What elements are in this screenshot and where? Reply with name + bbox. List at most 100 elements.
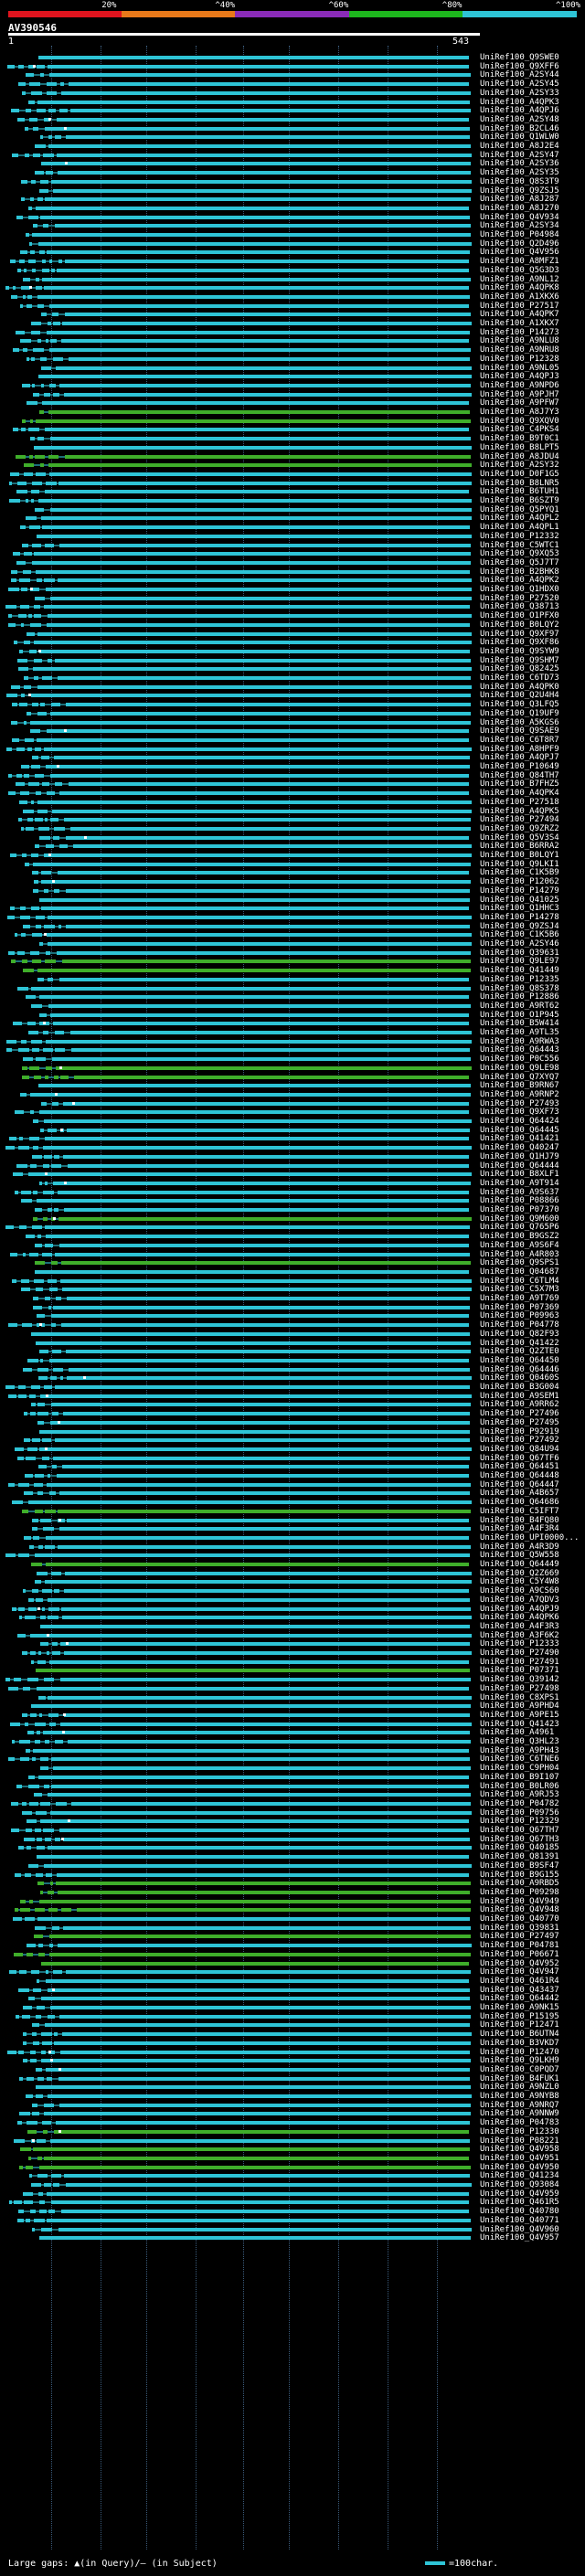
hit-row[interactable]: UniRef100_UPI0000... [0, 1533, 585, 1542]
hit-label[interactable]: UniRef100_Q04687 [480, 1267, 559, 1277]
hit-row[interactable]: UniRef100_B3VKD7 [0, 2039, 585, 2048]
hit-row[interactable]: UniRef100_Q40770 [0, 1914, 585, 1924]
hit-row[interactable]: UniRef100_P04781 [0, 1941, 585, 1950]
hit-label[interactable]: UniRef100_Q40247 [480, 1143, 559, 1153]
hit-label[interactable]: UniRef100_Q39142 [480, 1675, 559, 1685]
hit-row[interactable]: UniRef100_Q40780 [0, 2207, 585, 2216]
hit-row[interactable]: UniRef100_Q67TH7 [0, 1826, 585, 1835]
hit-row[interactable]: UniRef100_A2SY35 [0, 168, 585, 177]
hit-row[interactable]: UniRef100_P08866 [0, 1196, 585, 1205]
hit-row[interactable]: UniRef100_Q4V950 [0, 2163, 585, 2172]
hit-row[interactable]: UniRef100_Q9XQV0 [0, 417, 585, 426]
hit-label[interactable]: UniRef100_Q41421 [480, 1134, 559, 1144]
hit-row[interactable]: UniRef100_C6TNE6 [0, 1754, 585, 1764]
hit-label[interactable]: UniRef100_A9NK15 [480, 2003, 559, 2012]
hit-row[interactable]: UniRef100_Q461R5 [0, 2198, 585, 2207]
hit-row[interactable]: UniRef100_Q9XFF6 [0, 62, 585, 71]
hit-row[interactable]: UniRef100_P0C556 [0, 1055, 585, 1064]
hit-label[interactable]: UniRef100_A9RR62 [480, 1400, 559, 1410]
hit-row[interactable]: UniRef100_Q5W558 [0, 1551, 585, 1560]
hit-label[interactable]: UniRef100_P07371 [480, 1666, 559, 1676]
hit-row[interactable]: UniRef100_A2SY36 [0, 159, 585, 168]
hit-row[interactable]: UniRef100_B7FHZ5 [0, 779, 585, 789]
hit-label[interactable]: UniRef100_Q461R4 [480, 1976, 559, 1986]
hit-row[interactable]: UniRef100_P27497 [0, 1932, 585, 1941]
hit-row[interactable]: UniRef100_B8LPT5 [0, 443, 585, 452]
hit-row[interactable]: UniRef100_Q2ZTE0 [0, 1347, 585, 1356]
hit-row[interactable]: UniRef100_A4QPK7 [0, 310, 585, 319]
hit-row[interactable]: UniRef100_Q9SPS1 [0, 1258, 585, 1267]
hit-label[interactable]: UniRef100_B7FHZ5 [480, 779, 559, 790]
hit-label[interactable]: UniRef100_A9T914 [480, 1178, 559, 1188]
hit-label[interactable]: UniRef100_Q64445 [480, 1125, 559, 1135]
hit-label[interactable]: UniRef100_P27491 [480, 1657, 559, 1667]
hit-label[interactable]: UniRef100_C6TD73 [480, 673, 559, 683]
hit-row[interactable]: UniRef100_Q64449 [0, 1560, 585, 1569]
hit-label[interactable]: UniRef100_Q4V952 [480, 1958, 559, 1968]
hit-label[interactable]: UniRef100_Q9SWE0 [480, 53, 559, 62]
hit-row[interactable]: UniRef100_P15195 [0, 2012, 585, 2021]
hit-label[interactable]: UniRef100_Q4V956 [480, 248, 559, 258]
hit-row[interactable]: UniRef100_P12329 [0, 1817, 585, 1826]
hit-label[interactable]: UniRef100_A4QPK8 [480, 283, 559, 293]
hit-label[interactable]: UniRef100_A2SY32 [480, 461, 559, 471]
hit-row[interactable]: UniRef100_P27517 [0, 302, 585, 311]
hit-row[interactable]: UniRef100_P09298 [0, 1888, 585, 1897]
hit-label[interactable]: UniRef100_P27517 [480, 301, 559, 311]
hit-row[interactable]: UniRef100_A9NRQ7 [0, 2101, 585, 2110]
hit-label[interactable]: UniRef100_P04783 [480, 2118, 559, 2128]
hit-label[interactable]: UniRef100_Q40185 [480, 1843, 559, 1853]
hit-row[interactable]: UniRef100_B6SZT9 [0, 496, 585, 505]
hit-row[interactable]: UniRef100_Q84TH7 [0, 771, 585, 780]
hit-row[interactable]: UniRef100_Q2D496 [0, 239, 585, 249]
hit-row[interactable]: UniRef100_A4QPJ9 [0, 1605, 585, 1614]
hit-row[interactable]: UniRef100_B9SF47 [0, 1861, 585, 1871]
hit-label[interactable]: UniRef100_Q4V947 [480, 1967, 559, 1977]
hit-label[interactable]: UniRef100_A4QPJ6 [480, 106, 559, 116]
hit-row[interactable]: UniRef100_Q41422 [0, 1339, 585, 1348]
hit-row[interactable]: UniRef100_P08221 [0, 2136, 585, 2146]
hit-row[interactable]: UniRef100_Q93084 [0, 2180, 585, 2189]
hit-label[interactable]: UniRef100_Q2U4H4 [480, 691, 559, 701]
hit-label[interactable]: UniRef100_Q9LKI1 [480, 859, 559, 869]
hit-label[interactable]: UniRef100_Q9SHM7 [480, 655, 559, 665]
hit-label[interactable]: UniRef100_A4R3D9 [480, 1542, 559, 1552]
hit-label[interactable]: UniRef100_Q2ZTE0 [480, 1347, 559, 1357]
hit-row[interactable]: UniRef100_Q64451 [0, 1462, 585, 1471]
hit-row[interactable]: UniRef100_A9T769 [0, 1294, 585, 1303]
hit-label[interactable]: UniRef100_P07369 [480, 1302, 559, 1312]
hit-row[interactable]: UniRef100_Q41025 [0, 896, 585, 905]
hit-label[interactable]: UniRef100_Q38713 [480, 602, 559, 612]
hit-row[interactable]: UniRef100_P27498 [0, 1684, 585, 1693]
hit-row[interactable]: UniRef100_B9RN67 [0, 1081, 585, 1090]
hit-row[interactable]: UniRef100_B6TUH1 [0, 487, 585, 496]
hit-label[interactable]: UniRef100_A9NL12 [480, 274, 559, 284]
hit-label[interactable]: UniRef100_Q2Z669 [480, 1568, 559, 1578]
hit-row[interactable]: UniRef100_C5Y4W8 [0, 1577, 585, 1586]
hit-label[interactable]: UniRef100_Q64442 [480, 1994, 559, 2004]
hit-label[interactable]: UniRef100_B9RN67 [480, 1081, 559, 1091]
hit-row[interactable]: UniRef100_C1K5B9 [0, 868, 585, 877]
hit-row[interactable]: UniRef100_P27518 [0, 798, 585, 807]
hit-label[interactable]: UniRef100_P04778 [480, 1320, 559, 1330]
hit-label[interactable]: UniRef100_B9T0C1 [480, 434, 559, 444]
hit-label[interactable]: UniRef100_P27495 [480, 1417, 559, 1427]
hit-row[interactable]: UniRef100_P14278 [0, 913, 585, 922]
hit-label[interactable]: UniRef100_D0F1G5 [480, 469, 559, 479]
hit-label[interactable]: UniRef100_A9TL35 [480, 1028, 559, 1037]
hit-row[interactable]: UniRef100_Q67TF6 [0, 1454, 585, 1463]
hit-row[interactable]: UniRef100_A8HPF9 [0, 745, 585, 754]
hit-row[interactable]: UniRef100_P04783 [0, 2118, 585, 2127]
hit-label[interactable]: UniRef100_Q64443 [480, 1045, 559, 1055]
hit-label[interactable]: UniRef100_P12333 [480, 1639, 559, 1649]
hit-row[interactable]: UniRef100_A9RT62 [0, 1002, 585, 1011]
hit-label[interactable]: UniRef100_Q4V958 [480, 2145, 559, 2155]
hit-row[interactable]: UniRef100_A2SY45 [0, 80, 585, 89]
hit-row[interactable]: UniRef100_Q40771 [0, 2216, 585, 2225]
hit-label[interactable]: UniRef100_Q9SPS1 [480, 1258, 559, 1268]
hit-row[interactable]: UniRef100_A4R803 [0, 1250, 585, 1259]
hit-label[interactable]: UniRef100_B9SF47 [480, 1860, 559, 1871]
hit-row[interactable]: UniRef100_Q64447 [0, 1480, 585, 1489]
hit-label[interactable]: UniRef100_Q1WLW0 [480, 133, 559, 143]
hit-row[interactable]: UniRef100_A4QPK6 [0, 1613, 585, 1622]
